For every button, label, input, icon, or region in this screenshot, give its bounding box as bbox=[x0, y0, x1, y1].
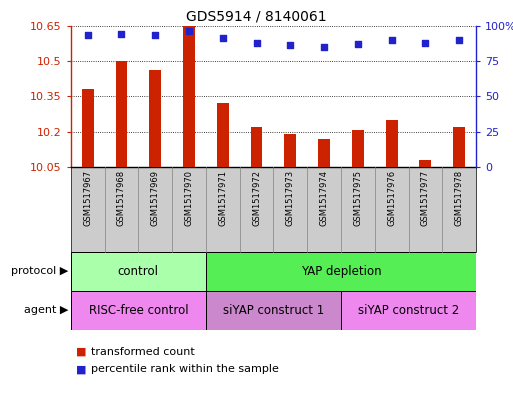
Bar bbox=[341, 291, 476, 330]
Bar bbox=[206, 252, 476, 291]
Bar bbox=[71, 252, 206, 291]
Bar bbox=[284, 134, 296, 167]
Bar bbox=[71, 291, 206, 330]
Point bbox=[354, 41, 362, 47]
Bar bbox=[217, 103, 229, 167]
Text: ■: ■ bbox=[76, 364, 86, 375]
Text: agent ▶: agent ▶ bbox=[24, 305, 68, 316]
Bar bbox=[115, 61, 127, 167]
Point bbox=[84, 32, 92, 39]
Bar bbox=[453, 127, 465, 167]
Point bbox=[117, 31, 126, 37]
Bar bbox=[149, 70, 161, 167]
Bar bbox=[386, 120, 398, 167]
Point bbox=[151, 32, 160, 39]
Bar bbox=[183, 26, 195, 167]
Bar bbox=[206, 291, 341, 330]
Text: control: control bbox=[118, 264, 159, 278]
Text: RISC-free control: RISC-free control bbox=[89, 304, 188, 317]
Bar bbox=[82, 89, 93, 167]
Point bbox=[185, 28, 193, 34]
Text: YAP depletion: YAP depletion bbox=[301, 264, 381, 278]
Bar bbox=[251, 127, 263, 167]
Text: protocol ▶: protocol ▶ bbox=[11, 266, 68, 276]
Text: percentile rank within the sample: percentile rank within the sample bbox=[91, 364, 279, 375]
Point bbox=[252, 39, 261, 46]
Point bbox=[219, 35, 227, 41]
Bar bbox=[318, 139, 330, 167]
Text: siYAP construct 2: siYAP construct 2 bbox=[358, 304, 459, 317]
Point bbox=[387, 37, 396, 43]
Text: transformed count: transformed count bbox=[91, 347, 195, 357]
Text: GDS5914 / 8140061: GDS5914 / 8140061 bbox=[186, 10, 327, 24]
Text: siYAP construct 1: siYAP construct 1 bbox=[223, 304, 324, 317]
Point bbox=[320, 44, 328, 50]
Bar bbox=[352, 130, 364, 167]
Text: ■: ■ bbox=[76, 347, 86, 357]
Point bbox=[421, 39, 429, 46]
Point bbox=[455, 37, 463, 43]
Bar bbox=[420, 160, 431, 167]
Point bbox=[286, 42, 294, 48]
